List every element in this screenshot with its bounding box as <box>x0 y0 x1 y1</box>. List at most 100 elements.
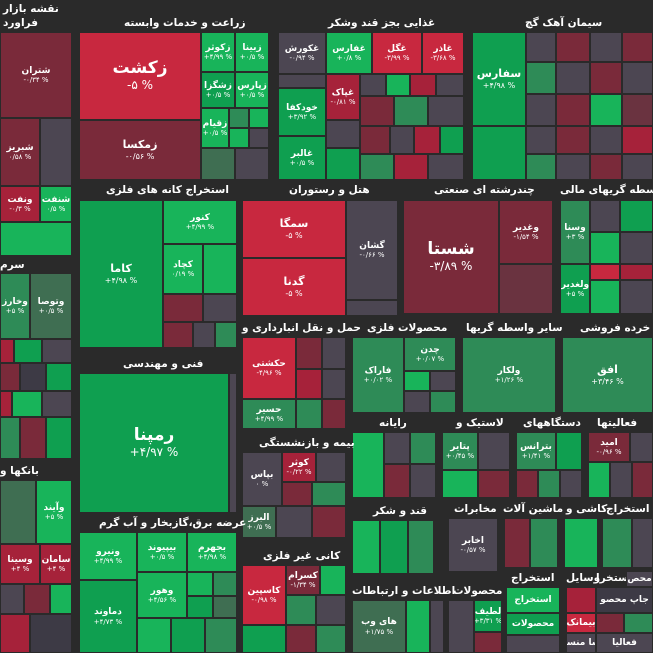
tile-small[interactable] <box>622 62 653 94</box>
tile-vasaman[interactable]: سامان +۴ % <box>40 544 72 584</box>
tile-small[interactable] <box>526 62 556 94</box>
tile-haiweb[interactable]: های وب +۱/۷۵ % <box>352 600 406 653</box>
tile-small[interactable] <box>213 572 237 596</box>
tile-akhaber[interactable]: اخابر -۰/۵۷ % <box>448 518 498 572</box>
tile-small[interactable] <box>46 363 72 391</box>
tile-mahsulat[interactable]: محصولات <box>506 613 560 635</box>
tile-small[interactable] <box>632 462 653 498</box>
tile-small[interactable] <box>556 94 590 126</box>
tile-small[interactable] <box>588 462 610 498</box>
tile-ghegol[interactable]: غگل -۳/۹۹ % <box>372 32 422 74</box>
tile-small[interactable] <box>0 480 36 544</box>
tile-bibiband[interactable]: بیپیوند +۰/۵ % <box>137 532 187 572</box>
tile-small[interactable] <box>590 94 622 126</box>
tile-small[interactable] <box>526 126 556 154</box>
tile-small[interactable] <box>360 126 390 154</box>
tile-small[interactable] <box>526 32 556 62</box>
tile-small[interactable] <box>322 369 346 399</box>
tile-small[interactable] <box>474 632 502 653</box>
tile-small[interactable] <box>14 339 42 363</box>
tile-hasir[interactable]: حسیر +۴/۹۹ % <box>242 399 296 429</box>
tile-ghepak[interactable]: غپاک -۰/۸۱ % <box>326 74 360 120</box>
tile-small[interactable] <box>24 584 50 614</box>
tile-small[interactable] <box>478 432 510 470</box>
tile-small[interactable] <box>229 373 237 513</box>
tile-faaliya[interactable]: فعالیا <box>596 633 653 653</box>
tile-small[interactable] <box>187 572 213 596</box>
tile-small[interactable] <box>596 613 624 633</box>
tile-small[interactable] <box>622 154 653 180</box>
tile-small[interactable] <box>620 280 653 314</box>
tile-small[interactable] <box>276 506 312 538</box>
tile-vanaft[interactable]: ونفت -۰/۳ % <box>0 186 40 222</box>
tile-jabmahsoo[interactable]: جاپ محصو <box>596 587 653 613</box>
tile-small[interactable] <box>193 322 215 348</box>
tile-small[interactable] <box>622 94 653 126</box>
tile-zakesht[interactable]: زکشت -۵ % <box>79 32 201 120</box>
tile-small[interactable] <box>163 294 203 322</box>
tile-small[interactable] <box>440 126 464 154</box>
tile-vanirou[interactable]: ونیرو +۴/۹۹ % <box>79 532 137 580</box>
tile-bimank[interactable]: بیمانک <box>566 613 596 633</box>
tile-small[interactable] <box>360 154 394 180</box>
tile-small[interactable] <box>312 482 346 506</box>
tile-ramapna[interactable]: رمپنا +۴/۹۷ % <box>79 373 229 513</box>
tile-small[interactable] <box>46 417 72 459</box>
tile-kowsar[interactable]: کوثر -۰/۲۲ % <box>282 452 316 482</box>
tile-small[interactable] <box>564 518 598 568</box>
tile-small[interactable] <box>530 518 558 568</box>
tile-blank[interactable] <box>40 118 72 186</box>
tile-small[interactable] <box>203 294 237 322</box>
tile-small[interactable] <box>50 584 72 614</box>
tile-small[interactable] <box>286 595 316 625</box>
tile-small[interactable] <box>556 126 590 154</box>
tile-chadan[interactable]: چدن +۰/۰۷ % <box>404 337 456 371</box>
tile-zagutar[interactable]: زکوثر +۴/۹۹ % <box>201 32 235 72</box>
tile-ofogh[interactable]: افق +۳/۴۶ % <box>562 337 653 413</box>
tile-small[interactable] <box>436 74 464 96</box>
tile-shasta[interactable]: شستا -۳/۸۹ % <box>403 200 499 314</box>
tile-small[interactable] <box>0 363 20 391</box>
tile-small[interactable] <box>610 462 632 498</box>
tile-ghakorosh[interactable]: غکورش -۰/۹۴ % <box>278 32 326 74</box>
tile-shafan[interactable]: شنفت ۰/۵ % <box>40 186 72 222</box>
tile-khodaka[interactable]: خودکفا +۳/۹۲ % <box>278 88 326 136</box>
tile-small[interactable] <box>428 154 464 180</box>
tile-small[interactable] <box>526 154 556 180</box>
tile-small[interactable] <box>0 584 24 614</box>
tile-geshan[interactable]: گشان -۰/۶۶ % <box>346 200 398 300</box>
tile-bapas[interactable]: بپاس ۰ % <box>242 452 282 506</box>
tile-zaghiam[interactable]: زقیام +۰/۵ % <box>201 108 229 148</box>
tile-small[interactable] <box>249 108 269 128</box>
tile-small[interactable] <box>526 94 556 126</box>
tile-small[interactable] <box>360 74 386 96</box>
tile-small[interactable] <box>394 96 428 126</box>
tile-small[interactable] <box>448 600 474 653</box>
tile-petayer[interactable]: پتایر +۰/۴۵ % <box>442 432 478 470</box>
tile-small[interactable] <box>137 618 171 653</box>
tile-small[interactable] <box>404 371 430 391</box>
tile-gadna[interactable]: گدنا -۵ % <box>242 258 346 316</box>
tile-small[interactable] <box>556 432 582 470</box>
tile-small[interactable] <box>404 391 430 413</box>
tile-hakeshti[interactable]: حکشتی -۴/۹۶ % <box>242 337 296 399</box>
tile-small[interactable] <box>410 464 436 498</box>
tile-small[interactable] <box>201 148 235 180</box>
tile-kesram[interactable]: کسرام -۱/۳۴ % <box>286 565 320 595</box>
tile-small[interactable] <box>620 264 653 280</box>
tile-small[interactable] <box>286 625 316 653</box>
tile-small[interactable] <box>249 128 269 148</box>
tile-small[interactable] <box>556 62 590 94</box>
tile-small[interactable] <box>346 300 398 316</box>
tile-bajahrom[interactable]: بجهرم +۴/۹۸ % <box>187 532 237 572</box>
tile-small[interactable] <box>504 518 530 568</box>
tile-latif[interactable]: لطیف +۳/۳۱ % <box>474 600 502 632</box>
tile-damavand[interactable]: دماوند +۴/۷۳ % <box>79 580 137 653</box>
tile-small[interactable] <box>499 264 553 314</box>
tile-bataranes[interactable]: بترانس +۱/۴۱ % <box>516 432 556 470</box>
tile-small[interactable] <box>316 625 346 653</box>
tile-small[interactable] <box>620 200 653 232</box>
tile-small[interactable] <box>20 363 46 391</box>
tile-small[interactable] <box>0 614 30 653</box>
tile-small[interactable] <box>20 417 46 459</box>
